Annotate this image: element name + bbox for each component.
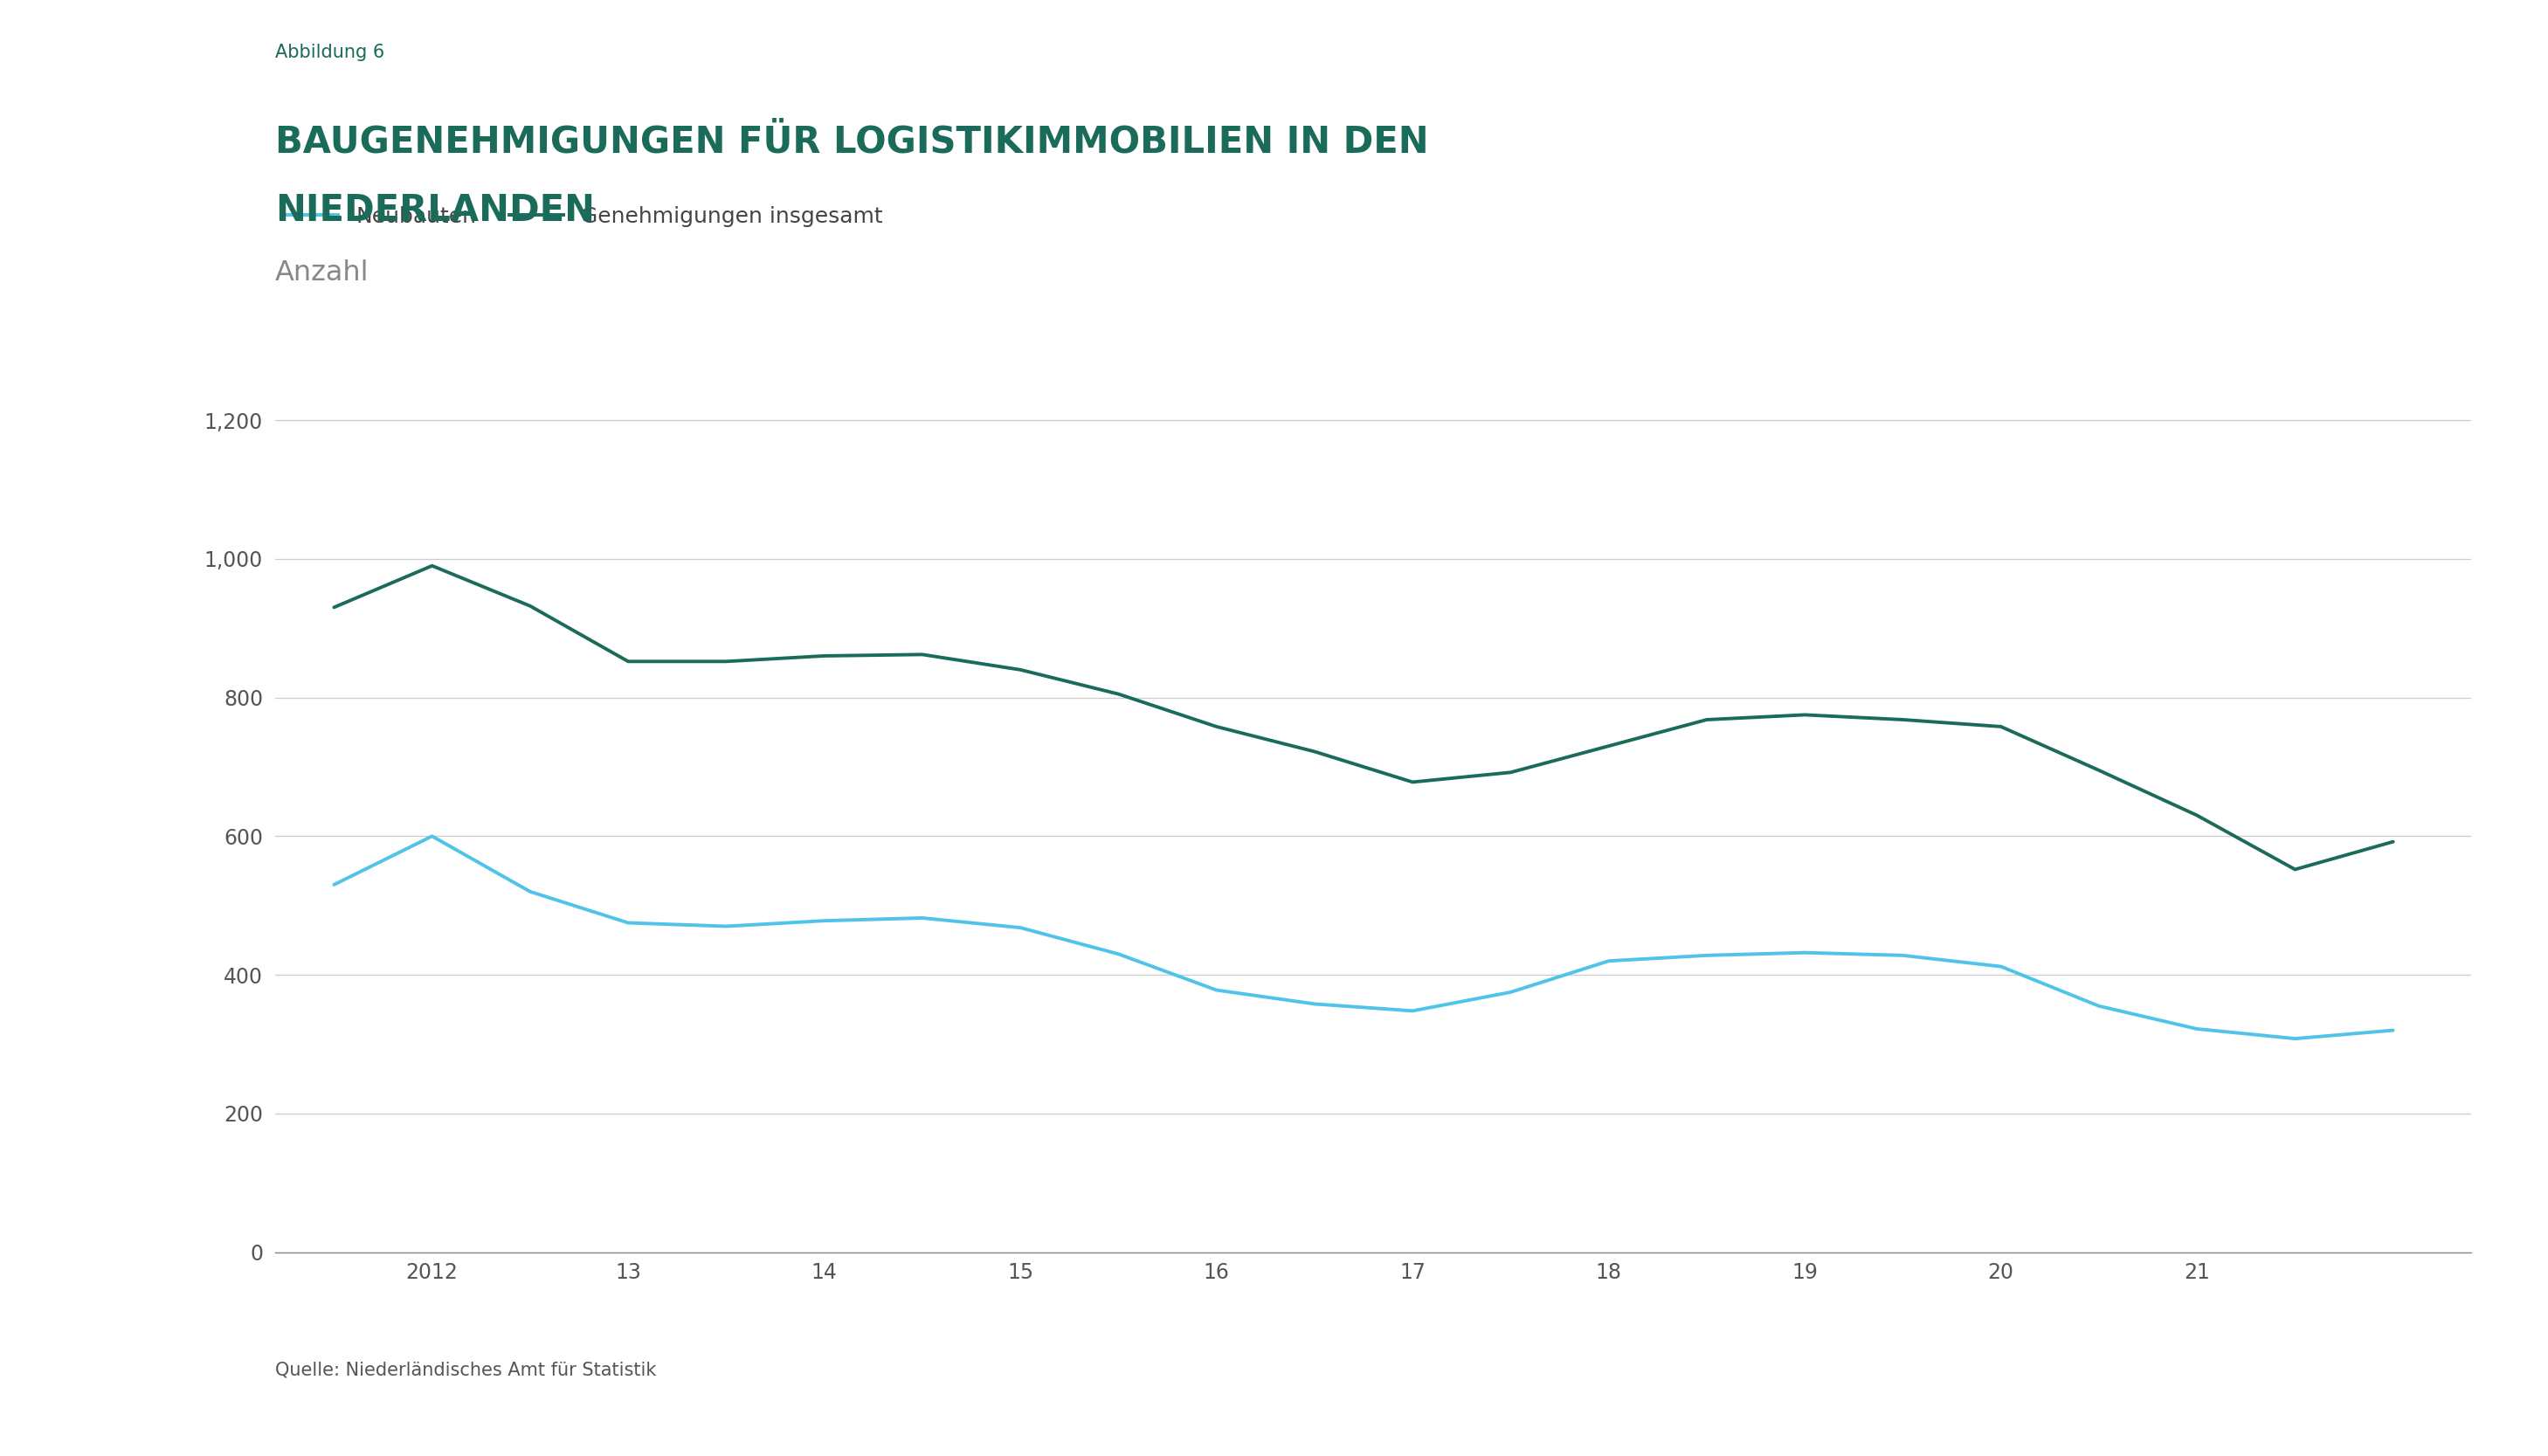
Text: Anzahl: Anzahl: [275, 259, 369, 287]
Text: Abbildung 6: Abbildung 6: [275, 44, 385, 61]
Text: NIEDERLANDEN: NIEDERLANDEN: [275, 192, 594, 229]
Text: Quelle: Niederländisches Amt für Statistik: Quelle: Niederländisches Amt für Statist…: [275, 1361, 657, 1379]
Text: BAUGENEHMIGUNGEN FÜR LOGISTIKIMMOBILIEN IN DEN: BAUGENEHMIGUNGEN FÜR LOGISTIKIMMOBILIEN …: [275, 124, 1429, 160]
Legend: Neubauten, Genehmigungen insgesamt: Neubauten, Genehmigungen insgesamt: [275, 197, 892, 236]
